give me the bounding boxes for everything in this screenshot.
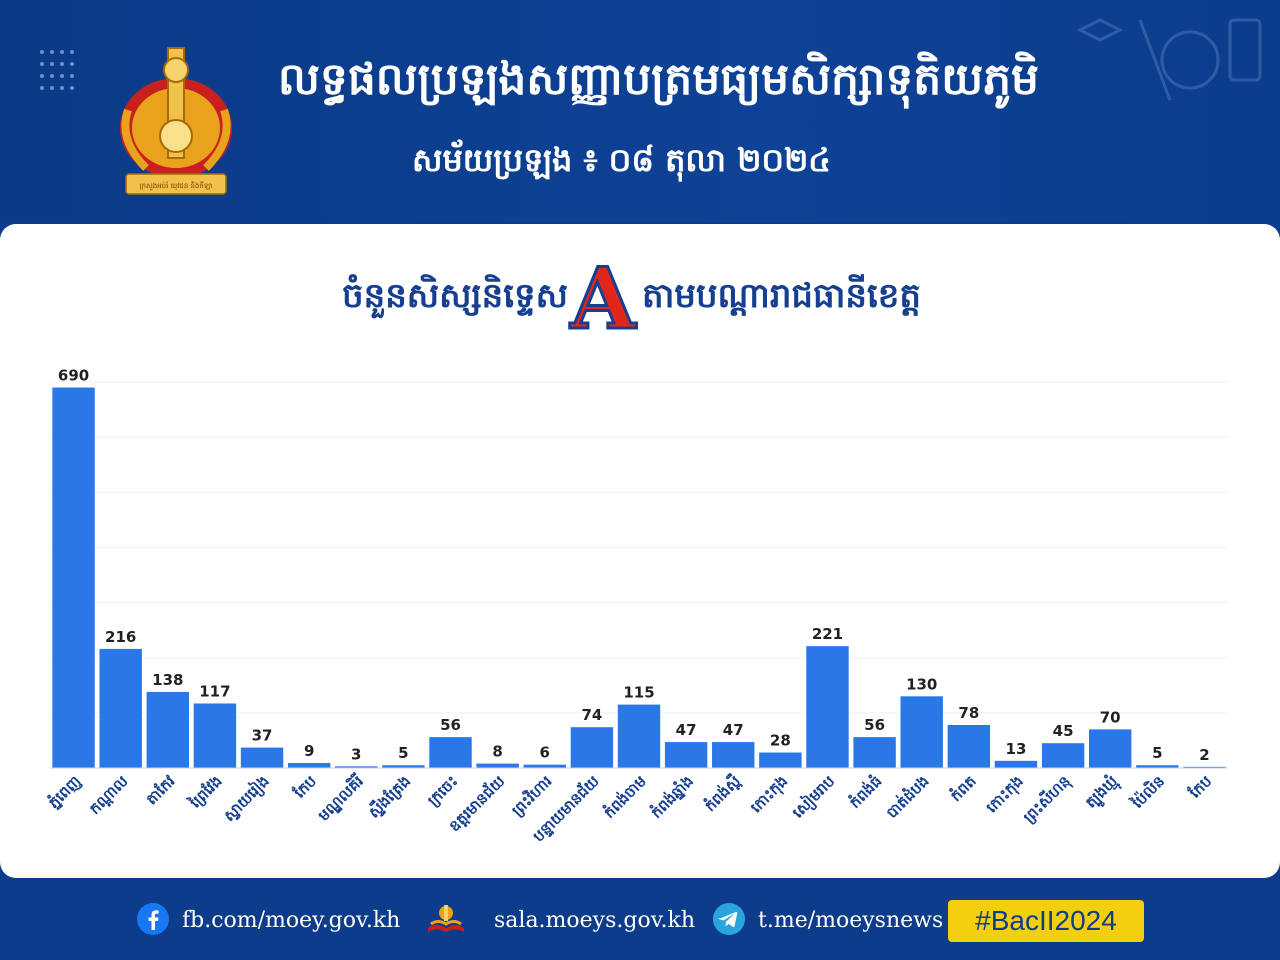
emblem-banner-text: ក្រសួងអប់រំ យុវជន និងកីឡា — [140, 181, 213, 191]
chart-title-left: ចំនួនសិស្សនិទ្ទេស — [342, 276, 568, 316]
bar — [99, 648, 142, 768]
x-tick-label: កំពង់ស្ពឺ — [700, 771, 744, 815]
value-label: 138 — [152, 671, 183, 689]
bar — [193, 703, 237, 768]
bar — [712, 742, 755, 768]
bar — [617, 704, 661, 768]
x-tick-label: កណ្ដាល — [86, 772, 132, 818]
value-label: 78 — [958, 704, 979, 722]
value-label: 216 — [105, 628, 136, 646]
value-label: 45 — [1053, 722, 1074, 740]
value-label: 8 — [492, 743, 502, 761]
ministry-emblem: ក្រសួងអប់រំ យុវជន និងកីឡា — [120, 47, 232, 195]
bar — [146, 691, 190, 768]
facebook-link[interactable]: fb.com/moey.gov.kh — [182, 908, 401, 933]
x-tick-label: កំពត — [946, 771, 980, 805]
x-tick-label: ព្រះសីហនុ — [1019, 771, 1075, 827]
x-tick-label: ស្ទឹងត្រែង — [364, 771, 414, 821]
main-title: លទ្ធផលប្រឡងសញ្ញាបត្រមធ្យមសិក្សាទុតិយភូមិ — [278, 54, 1039, 105]
x-tick-label: កំពង់ចាម — [599, 771, 650, 822]
value-label: 221 — [812, 625, 843, 643]
facebook-icon[interactable] — [136, 902, 170, 936]
x-tick-label: បាត់ដំបង — [882, 771, 932, 821]
bar — [1183, 766, 1226, 768]
bar — [570, 727, 614, 768]
bar — [759, 752, 802, 768]
bar — [476, 763, 519, 768]
x-tick-label: ព្រៃវែង — [185, 771, 226, 812]
x-tick-label: មណ្ឌលគិរី — [314, 771, 368, 825]
x-tick-label: ប៉ៃលិន — [1127, 771, 1168, 812]
book-logo-icon[interactable] — [426, 902, 466, 936]
x-tick-label: កំពង់ឆ្នាំង — [646, 771, 696, 821]
value-label: 117 — [199, 682, 230, 700]
bar — [806, 646, 849, 768]
bar — [664, 742, 708, 768]
header-banner: ក្រសួងអប់រំ យុវជន និងកីឡា លទ្ធផលប្រឡងសញ្… — [0, 0, 1280, 222]
value-labels: 690 216 138 117 37 9 3 5 56 8 6 74 115 47 47 28 221 56 130… — [58, 367, 1210, 764]
telegram-link[interactable]: t.me/moeysnews — [758, 908, 944, 933]
x-tick-label: ស្វាយរៀង — [219, 771, 274, 826]
bar — [52, 387, 95, 768]
value-label: 56 — [440, 716, 461, 734]
x-tick-label: ក្រចេះ — [424, 772, 461, 809]
value-label: 47 — [723, 721, 744, 739]
bar — [947, 724, 991, 768]
education-doodle-decoration — [1076, 18, 1262, 101]
grade-letter: A — [569, 258, 637, 334]
x-tick-label: កោះកុង — [747, 772, 793, 818]
value-label: 3 — [351, 745, 361, 763]
x-tick-label: ភ្នំពេញ — [44, 771, 84, 811]
sala-link[interactable]: sala.moeys.gov.kh — [494, 908, 696, 933]
bar — [335, 766, 378, 768]
x-tick-labels: ភ្នំពេញ កណ្ដាល តាកែវ ព្រៃវែងស្វាយរៀង កែបមណ្ឌ… — [44, 771, 1216, 846]
value-label: 5 — [398, 744, 408, 762]
value-label: 2 — [1199, 746, 1209, 764]
x-tick-label: សៀមរាប — [788, 771, 840, 823]
x-tick-label: ត្បូងឃ្មុំ — [1081, 771, 1123, 813]
bar — [429, 737, 472, 768]
value-label: 28 — [770, 732, 791, 750]
value-label: 130 — [906, 675, 937, 693]
x-tick-label: កែប — [289, 771, 320, 802]
value-label: 74 — [581, 706, 602, 724]
bar — [994, 760, 1038, 768]
bar-chart: 690 216 138 117 37 9 3 5 56 8 6 74 115 47 47 28 221 56 130… — [44, 367, 1228, 846]
value-label: 13 — [1006, 740, 1027, 758]
value-label: 6 — [540, 744, 550, 762]
value-label: 37 — [252, 727, 273, 745]
bar — [287, 763, 331, 768]
chart-title: ចំនួនសិស្សនិទ្ទេស A តាមបណ្ដារាជធានីខេត្ត — [0, 258, 1280, 338]
telegram-icon[interactable] — [712, 902, 746, 936]
x-tick-label: កំពង់ធំ — [845, 771, 885, 811]
bar — [900, 696, 943, 768]
bar — [853, 737, 896, 768]
grid-lines — [50, 381, 1228, 714]
exam-date-label: សម័យប្រឡង ៖ ០៨ តុលា ២០២៤ — [412, 141, 831, 179]
value-label: 115 — [623, 684, 654, 702]
bars — [52, 387, 1226, 768]
value-label: 690 — [58, 367, 89, 385]
bar — [240, 747, 284, 768]
value-label: 70 — [1100, 708, 1121, 726]
bar — [1088, 729, 1132, 768]
x-tick-label: កែប — [1184, 771, 1215, 802]
value-label: 56 — [864, 716, 885, 734]
value-label: 5 — [1152, 744, 1162, 762]
bar — [523, 764, 566, 768]
chart-title-right: តាមបណ្ដារាជធានីខេត្ត — [642, 276, 921, 316]
dot-grid-decoration — [40, 50, 74, 90]
grade-a-badge: A — [568, 258, 639, 334]
bar — [1041, 743, 1085, 768]
footer: fb.com/moey.gov.kh sala.moeys.gov.kh t.m… — [0, 890, 1280, 960]
bar — [382, 765, 425, 768]
value-label: 9 — [304, 742, 314, 760]
x-tick-label: តាកែវ — [142, 771, 179, 808]
bar — [1136, 765, 1179, 768]
chart-card — [0, 224, 1280, 878]
hashtag-badge: #BacII2024 — [948, 900, 1144, 942]
value-label: 47 — [676, 721, 697, 739]
